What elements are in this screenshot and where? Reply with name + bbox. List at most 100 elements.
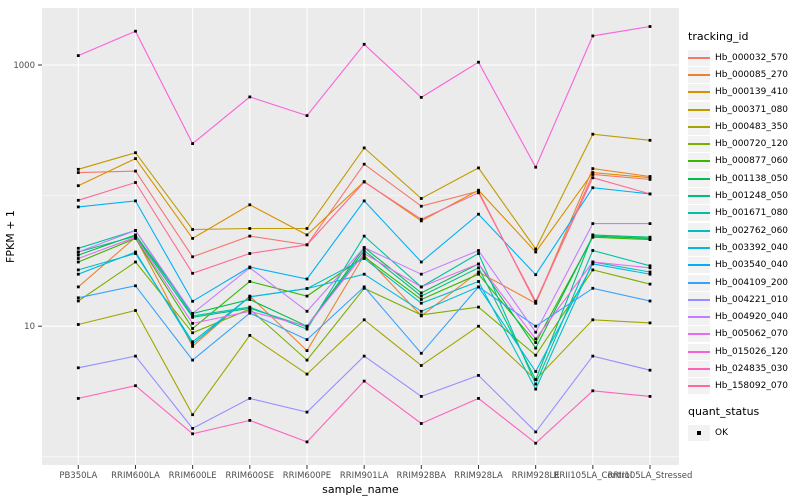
legend-item: Hb_000877_060	[688, 153, 800, 170]
data-point	[362, 354, 366, 358]
plot-panel	[42, 8, 679, 465]
legend-item: Hb_000032_570	[688, 49, 800, 66]
data-point	[477, 262, 480, 266]
series-color-line-icon	[688, 160, 710, 163]
data-point	[534, 370, 538, 373]
data-point	[534, 273, 538, 277]
data-point	[362, 257, 366, 260]
data-point	[305, 309, 309, 313]
x-axis-title: sample_name	[322, 483, 399, 496]
data-point	[419, 364, 423, 367]
data-point	[648, 321, 652, 325]
data-point	[477, 374, 480, 377]
data-point	[76, 246, 80, 250]
legend-item-label: Hb_000139_410	[715, 87, 789, 98]
data-point	[248, 305, 252, 309]
data-point	[305, 287, 309, 290]
data-point	[76, 253, 80, 257]
series-color-line-icon	[688, 56, 710, 59]
legend-key-swatch	[688, 360, 710, 377]
x-tick-label: RRII105LA_Stressed	[608, 471, 693, 481]
data-point	[134, 151, 137, 155]
legend-item-label: Hb_000032_570	[715, 52, 789, 63]
legend-item-label: Hb_004221_010	[715, 294, 789, 305]
series-color-line-icon	[688, 108, 710, 111]
data-point	[248, 234, 252, 238]
data-point	[76, 323, 80, 326]
data-point	[648, 395, 652, 398]
data-point	[305, 277, 309, 281]
data-point	[477, 60, 480, 64]
legend-item-label: Hb_000877_060	[715, 156, 789, 167]
series-color-line-icon	[688, 229, 710, 232]
legend-item-label: Hb_024835_030	[715, 363, 789, 374]
legend-item-label: Hb_003392_040	[715, 242, 789, 253]
legend-key-swatch	[688, 49, 710, 66]
x-tick-label: RRIM928LE	[512, 471, 560, 481]
data-point	[534, 387, 538, 391]
data-point	[534, 382, 538, 386]
y-axis-title: FPKM + 1	[4, 210, 17, 263]
data-point	[591, 249, 595, 252]
data-point	[648, 235, 652, 239]
data-point	[248, 266, 252, 270]
legend-item-label: Hb_000085_270	[715, 69, 789, 80]
data-point	[648, 25, 652, 28]
data-point	[419, 96, 423, 99]
series-color-line-icon	[688, 316, 710, 319]
data-point	[534, 324, 538, 328]
data-point	[591, 286, 595, 290]
data-point	[534, 301, 538, 305]
data-point	[477, 191, 480, 195]
data-point	[534, 378, 538, 381]
data-point	[648, 282, 652, 286]
data-point	[191, 312, 194, 315]
data-point	[477, 272, 480, 276]
legend-key-swatch	[688, 326, 710, 343]
data-point	[591, 167, 595, 170]
data-point	[248, 203, 252, 207]
legend-item: Hb_001248_050	[688, 187, 800, 205]
data-point	[191, 432, 194, 436]
legend-key-swatch	[688, 66, 710, 83]
legend-key-swatch	[688, 188, 710, 205]
series-color-line-icon	[688, 246, 710, 249]
legend-item-label: Hb_002762_060	[715, 225, 789, 236]
data-point	[76, 257, 80, 260]
data-point	[534, 341, 538, 344]
data-point	[134, 252, 137, 255]
data-point	[76, 272, 80, 276]
data-point	[362, 146, 366, 150]
legend-item-label: Hb_004920_040	[715, 312, 789, 323]
series-color-line-icon	[688, 264, 710, 267]
data-point	[591, 171, 595, 174]
data-point	[191, 255, 194, 259]
data-point	[362, 249, 366, 252]
data-point	[248, 295, 252, 299]
legend-item: Hb_002762_060	[688, 222, 800, 239]
x-tick-label: RRII105LA_Control	[553, 471, 632, 481]
data-point	[648, 176, 652, 180]
legend-title-tracking-id: tracking_id	[688, 30, 749, 43]
data-point	[591, 186, 595, 190]
data-point	[362, 252, 366, 255]
data-point	[362, 180, 366, 184]
data-point	[191, 427, 194, 430]
legend-item: Hb_000139_410	[688, 84, 800, 101]
data-point	[591, 268, 595, 272]
data-point	[191, 237, 194, 240]
data-point	[305, 358, 309, 362]
data-point	[648, 272, 652, 276]
legend-key-swatch	[688, 153, 710, 170]
data-point	[419, 272, 423, 276]
legend-key-swatch	[688, 101, 710, 118]
legend-item: Hb_001671_080	[688, 205, 800, 222]
legend-item-label: Hb_015026_120	[715, 346, 789, 357]
legend-item: Hb_000720_120	[688, 135, 800, 153]
legend-item: Hb_004920_040	[688, 308, 800, 326]
data-point	[305, 227, 309, 230]
legend-item-label: Hb_000720_120	[715, 139, 789, 150]
legend-key-swatch	[688, 136, 710, 153]
data-point	[534, 299, 538, 303]
